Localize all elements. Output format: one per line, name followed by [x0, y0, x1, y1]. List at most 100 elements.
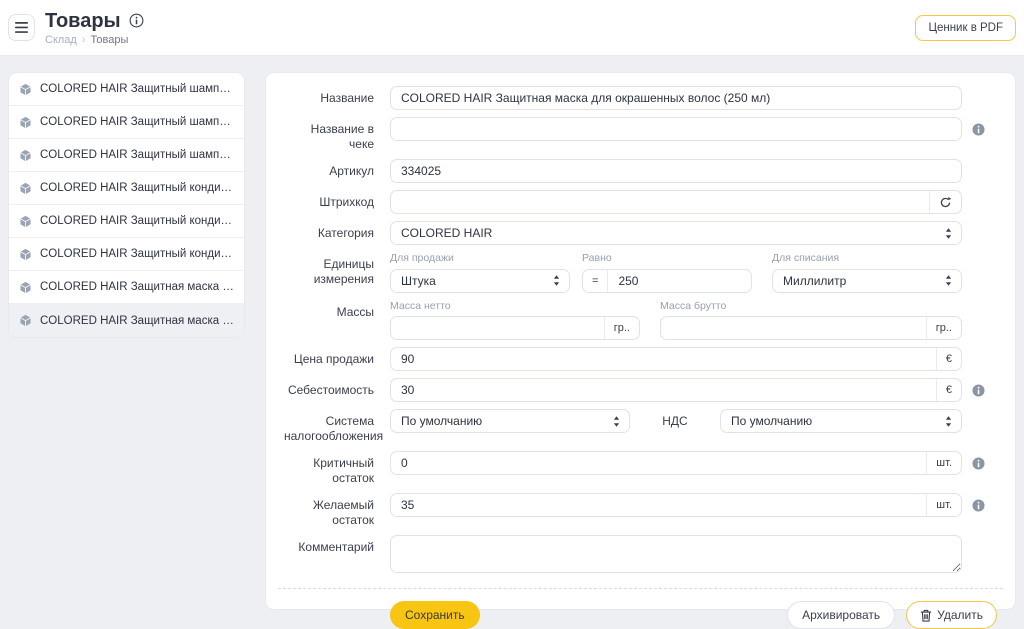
product-list-item[interactable]: COLORED HAIR Защитная маска для ... [9, 271, 244, 304]
row-comment: Комментарий [284, 535, 997, 578]
row-desired-stock: Желаемый остаток шт. [284, 493, 997, 528]
breadcrumb: Склад › Товары [45, 34, 144, 46]
product-cube-icon [19, 83, 32, 96]
comment-label: Комментарий [298, 540, 374, 555]
row-name: Название [284, 86, 997, 110]
critical-stock-label: Критичный остаток [313, 456, 374, 486]
product-list-item-label: COLORED HAIR Защитный кондиционе... [40, 182, 234, 194]
product-cube-icon [19, 116, 32, 129]
mass-gross-sublabel: Масса брутто [660, 299, 727, 312]
delete-button[interactable]: Удалить [906, 601, 997, 629]
product-list-item[interactable]: COLORED HAIR Защитный шампунь дл... [9, 106, 244, 139]
page-title: Товары [45, 9, 121, 32]
select-arrows-icon [613, 415, 620, 427]
units-equals-input[interactable] [608, 269, 751, 292]
row-tax: Система налогообложения По умолчанию НДС… [284, 409, 997, 444]
product-list-item-label: COLORED HAIR Защитный шампунь дл... [40, 83, 234, 95]
barcode-refresh-button[interactable] [929, 191, 961, 213]
desired-stock-label: Желаемый остаток [312, 498, 374, 528]
cost-info-icon[interactable] [972, 378, 985, 397]
product-list-item[interactable]: COLORED HAIR Защитный кондиционе... [9, 238, 244, 271]
comment-textarea[interactable] [390, 535, 962, 574]
breadcrumb-warehouse[interactable]: Склад [45, 33, 77, 46]
row-price: Цена продажи € [284, 347, 997, 372]
desired-stock-unit: шт. [926, 494, 961, 517]
save-button[interactable]: Сохранить [390, 601, 480, 629]
price-currency: € [935, 348, 961, 371]
cost-label: Себестоимость [287, 383, 374, 398]
barcode-input[interactable] [391, 191, 929, 213]
receipt-name-label: Название в чеке [310, 122, 374, 151]
product-list-item-label: COLORED HAIR Защитный кондиционе... [40, 215, 234, 227]
product-list-item[interactable]: COLORED HAIR Защитная маска для ... [9, 304, 244, 337]
select-arrows-icon [553, 275, 560, 286]
row-masses: Массы Масса нетто гр.. Масса брутто [284, 300, 997, 341]
title-block: Товары Склад › Товары [45, 10, 144, 46]
product-list-item[interactable]: COLORED HAIR Защитный кондиционе... [9, 172, 244, 205]
product-list-item-label: COLORED HAIR Защитный шампунь дл... [40, 116, 234, 128]
price-tag-pdf-button[interactable]: Ценник в PDF [915, 14, 1016, 41]
sku-input[interactable] [390, 159, 962, 183]
units-writeoff-select[interactable]: Миллилитр [772, 268, 962, 293]
row-barcode: Штрихкод [284, 190, 997, 214]
product-list-item[interactable]: COLORED HAIR Защитный шампунь дл... [9, 139, 244, 172]
menu-button[interactable] [8, 14, 35, 41]
mass-net-unit: гр.. [603, 317, 639, 340]
row-critical-stock: Критичный остаток шт. [284, 451, 997, 486]
select-arrows-icon [945, 227, 952, 239]
tax-system-label: Система налогообложения [284, 414, 384, 444]
name-input[interactable] [390, 86, 962, 110]
product-list-item[interactable]: COLORED HAIR Защитный кондиционе... [9, 205, 244, 238]
cost-input[interactable] [391, 379, 936, 402]
delete-button-label: Удалить [937, 608, 983, 623]
receipt-name-input[interactable] [390, 117, 962, 141]
product-list-item-label: COLORED HAIR Защитный кондиционе... [40, 248, 234, 260]
mass-gross-input[interactable] [661, 317, 926, 340]
units-sale-select[interactable]: Штука [390, 268, 570, 293]
product-list-item-label: COLORED HAIR Защитный шампунь дл... [40, 149, 234, 161]
row-receipt-name: Название в чеке [284, 117, 997, 152]
vat-select[interactable]: По умолчанию [720, 409, 962, 434]
barcode-label: Штрихкод [319, 195, 374, 209]
product-cube-icon [19, 182, 32, 195]
product-list: COLORED HAIR Защитный шампунь дл... COLO… [8, 72, 245, 338]
product-list-item[interactable]: COLORED HAIR Защитный шампунь дл... [9, 73, 244, 106]
row-cost: Себестоимость € [284, 378, 997, 403]
sku-label: Артикул [329, 164, 374, 178]
mass-net-input[interactable] [391, 317, 604, 340]
product-list-item-label: COLORED HAIR Защитная маска для ... [40, 314, 234, 327]
critical-stock-info-icon[interactable] [972, 451, 985, 470]
page-header: Товары Склад › Товары Ценник в PDF [0, 0, 1024, 56]
category-label: Категория [317, 226, 374, 240]
price-input[interactable] [391, 348, 936, 371]
product-cube-icon [19, 149, 32, 162]
category-select[interactable]: COLORED HAIR [390, 221, 962, 245]
product-list-item-label: COLORED HAIR Защитная маска для ... [40, 281, 234, 293]
tax-system-select[interactable]: По умолчанию [390, 409, 630, 434]
vat-label: НДС [662, 414, 688, 429]
units-equals-sublabel: Равно [582, 252, 612, 264]
select-arrows-icon [945, 415, 952, 427]
info-outline-icon[interactable] [129, 13, 144, 28]
product-cube-icon [19, 281, 32, 294]
cost-currency: € [935, 379, 961, 402]
breadcrumb-separator: › [81, 33, 86, 46]
price-label: Цена продажи [293, 352, 374, 367]
name-label: Название [320, 91, 374, 105]
desired-stock-input[interactable] [391, 494, 927, 517]
product-cube-icon [19, 248, 32, 261]
receipt-name-info-icon[interactable] [972, 117, 985, 136]
units-sale-sublabel: Для продажи [390, 252, 454, 264]
row-units: Единицы измерения Для продажи Штука Равн [284, 252, 997, 293]
archive-button[interactable]: Архивировать [787, 601, 896, 629]
mass-net-sublabel: Масса нетто [390, 299, 451, 312]
desired-stock-info-icon[interactable] [972, 493, 985, 512]
breadcrumb-products: Товары [90, 33, 129, 46]
row-sku: Артикул [284, 159, 997, 183]
refresh-icon [939, 196, 952, 209]
units-writeoff-sublabel: Для списания [772, 252, 840, 264]
critical-stock-input[interactable] [391, 452, 927, 475]
product-cube-icon [19, 215, 32, 228]
row-category: Категория COLORED HAIR [284, 221, 997, 245]
